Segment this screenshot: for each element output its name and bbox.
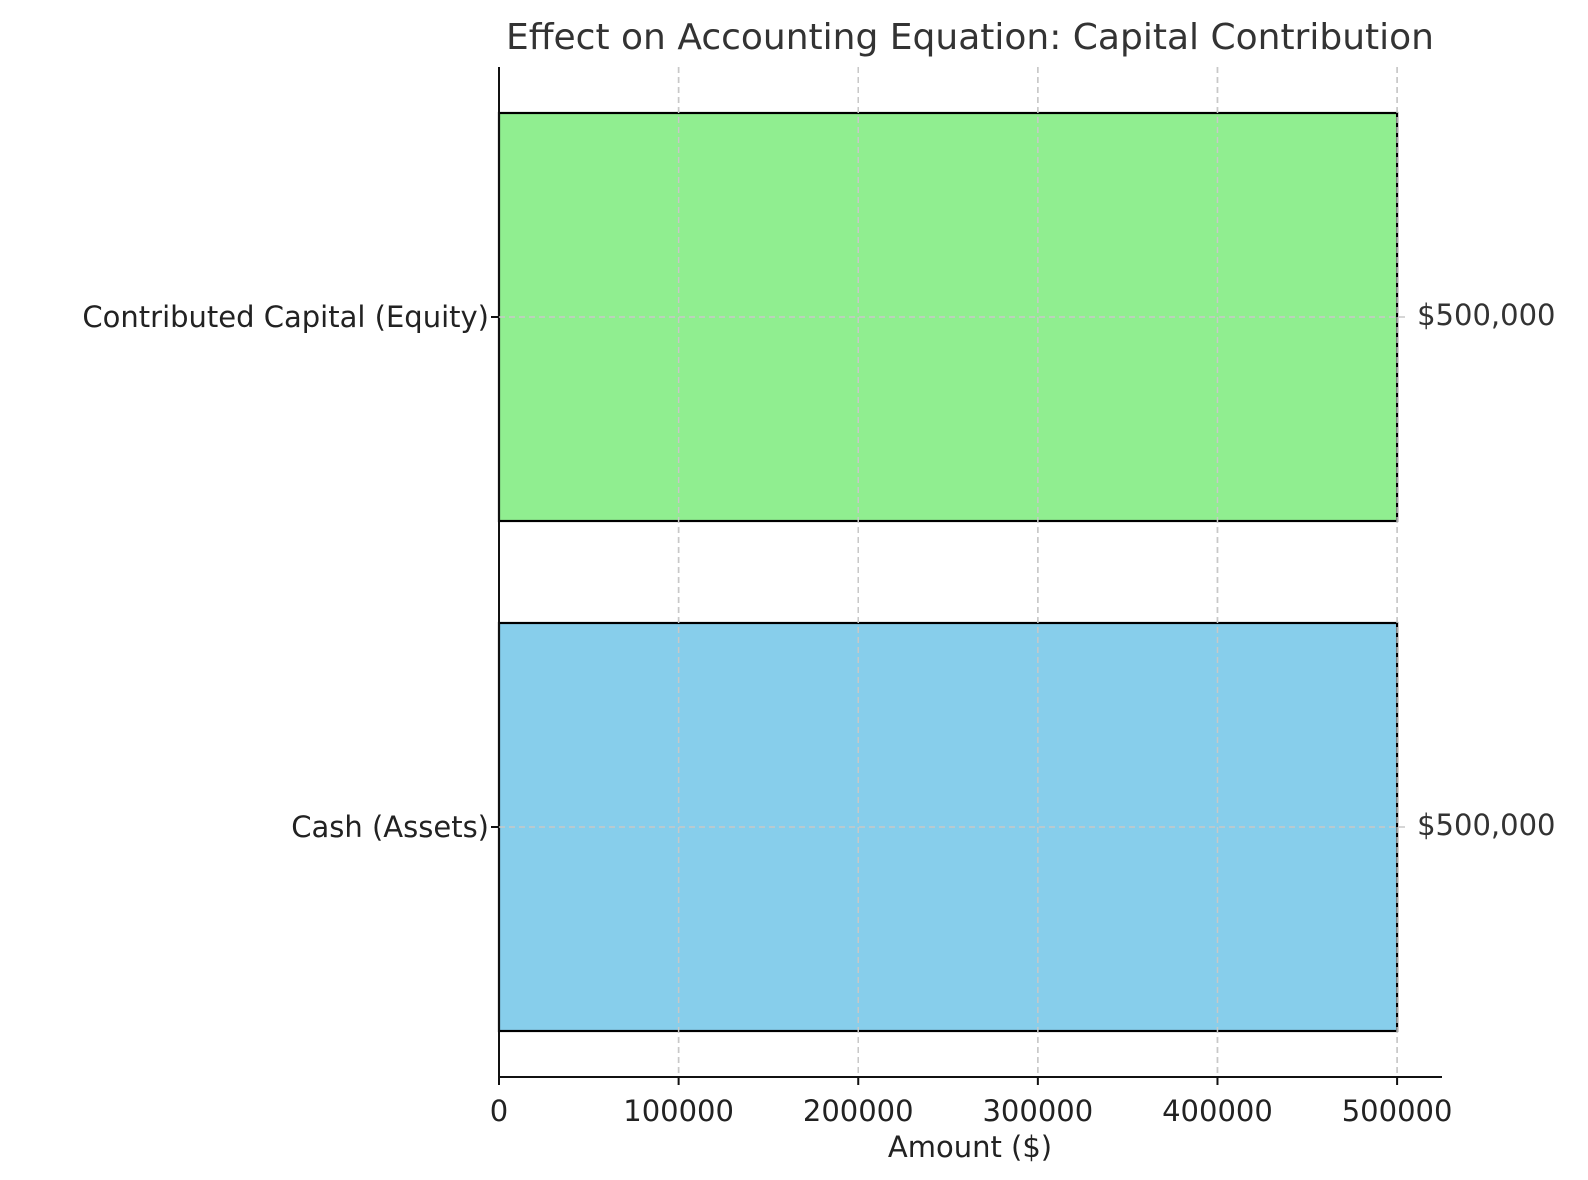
- x-tick-label: 0: [490, 1094, 508, 1128]
- x-axis-label: Amount ($): [888, 1130, 1052, 1164]
- axes: [498, 67, 1442, 1078]
- data-labels: $500,000 $500,000: [499, 67, 1555, 1077]
- y-tick-label: Cash (Assets): [291, 810, 489, 844]
- chart-title: Effect on Accounting Equation: Capital C…: [506, 17, 1434, 58]
- y-ticks: Cash (Assets) Contributed Capital (Equity…: [82, 300, 499, 844]
- x-tick-label: 500000: [1342, 1094, 1453, 1128]
- y-tick-label: Contributed Capital (Equity): [82, 300, 489, 334]
- x-ticks: 0 100000 200000 300000 400000 500000: [490, 1077, 1453, 1128]
- x-tick-label: 300000: [982, 1094, 1093, 1128]
- bar: [497, 621, 1399, 1033]
- x-tick-label: 200000: [803, 1094, 914, 1128]
- bar-value-label: $500,000: [1417, 808, 1555, 842]
- x-tick-label: 100000: [623, 1094, 734, 1128]
- bars: [497, 111, 1399, 1033]
- bar-value-label: $500,000: [1417, 298, 1555, 332]
- x-tick-label: 400000: [1162, 1094, 1273, 1128]
